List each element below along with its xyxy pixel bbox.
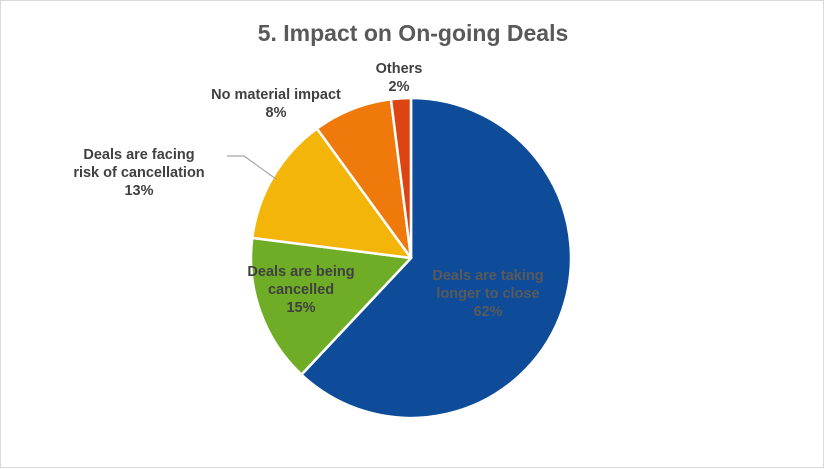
data-label-4: No material impact 8%: [211, 87, 341, 121]
data-label-3: Deals are facing risk of cancellation 13%: [73, 147, 204, 199]
leader-line-3: [227, 155, 277, 180]
data-label-2: Deals are being cancelled 15%: [247, 264, 354, 316]
pie-slice-1: [300, 96, 573, 420]
data-label-1: Deals are taking longer to close 62%: [432, 268, 543, 320]
chart-title: 5. Impact on On-going Deals: [258, 20, 569, 46]
data-label-5: Others 2%: [376, 61, 423, 95]
pie-slice-2: [249, 236, 413, 376]
pie-slice-5: [389, 96, 413, 260]
